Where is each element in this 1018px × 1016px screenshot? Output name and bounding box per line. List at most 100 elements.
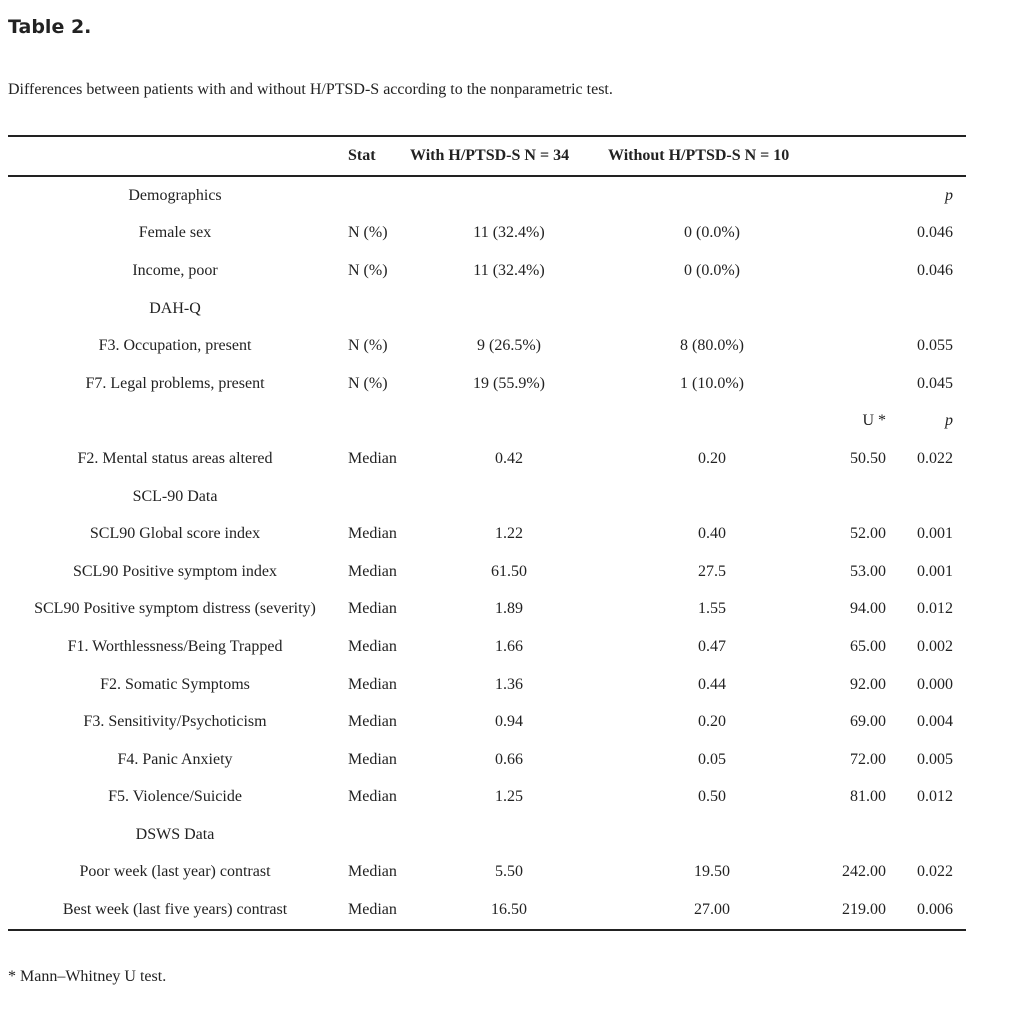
p-cell: 0.001 (917, 562, 953, 580)
with-cell: 1.22 (495, 525, 523, 543)
stat-cell: N (%) (348, 337, 388, 355)
without-cell: 0.47 (698, 637, 726, 655)
row-label: F3. Sensitivity/Psychoticism (83, 713, 267, 731)
p-cell: 0.002 (917, 637, 953, 655)
table-row: F5. Violence/Suicide Median 1.25 0.50 81.00 0… (8, 779, 966, 817)
p-cell: 0.000 (917, 675, 953, 693)
with-cell: 11 (32.4%) (473, 261, 545, 279)
stat-cell: Median (348, 525, 397, 543)
header-with: With H/PTSD-S N = 34 (410, 147, 570, 164)
row-label: DAH-Q (149, 299, 201, 317)
with-cell: 9 (26.5%) (477, 337, 541, 355)
stat-cell: N (%) (348, 374, 388, 392)
without-cell: 0.05 (698, 750, 726, 768)
p-cell: p (945, 186, 953, 204)
table-row: SCL90 Global score index Median 1.22 0.40 52… (8, 515, 966, 553)
row-label: SCL90 Positive symptom distress (severit… (34, 600, 316, 618)
table-row: SCL90 Positive symptom distress (severit… (8, 591, 966, 629)
header-without: Without H/PTSD-S N = 10 (608, 147, 790, 164)
row-label: Demographics (128, 186, 222, 204)
p-cell: 0.012 (917, 600, 953, 618)
row-label: SCL90 Positive symptom index (72, 562, 277, 580)
table-row: DSWS Data (8, 816, 966, 854)
p-cell: 0.022 (917, 449, 953, 467)
p-cell: 0.006 (917, 901, 953, 919)
row-label: Poor week (last year) contrast (79, 863, 271, 881)
p-cell: 0.012 (917, 788, 953, 806)
without-cell: 0 (0.0%) (684, 261, 740, 279)
stat-cell: Median (348, 675, 397, 693)
u-cell: 219.00 (842, 901, 886, 919)
u-cell: 92.00 (850, 675, 886, 693)
p-cell: 0.001 (917, 525, 953, 543)
without-cell: 0.50 (698, 788, 726, 806)
with-cell: 1.66 (495, 637, 523, 655)
table-row: Best week (last five years) contrast Medi… (8, 891, 966, 929)
stat-cell: Median (348, 600, 397, 618)
table-row: Poor week (last year) contrast Median 5.50… (8, 854, 966, 892)
without-cell: 1 (10.0%) (680, 374, 744, 392)
row-label: SCL90 Global score index (89, 525, 261, 543)
table-body: Demographics p Female sex N (%) 11 (32.4%) 0 … (8, 177, 966, 929)
u-cell: 53.00 (850, 562, 886, 580)
stat-cell: N (%) (348, 261, 388, 279)
p-cell: 0.055 (917, 337, 953, 355)
stat-cell: Median (348, 713, 397, 731)
with-cell: 1.25 (495, 788, 523, 806)
without-cell: 1.55 (698, 600, 726, 618)
u-cell: U * (862, 412, 886, 430)
table-row: Demographics p (8, 177, 966, 215)
u-cell: 69.00 (850, 713, 886, 731)
with-cell: 0.42 (495, 449, 523, 467)
without-cell: 0.20 (698, 449, 726, 467)
with-cell: 1.36 (495, 675, 523, 693)
header-stat: Stat (348, 147, 376, 164)
row-label: F2. Mental status areas altered (77, 449, 273, 467)
u-cell: 65.00 (850, 637, 886, 655)
without-cell: 0.20 (698, 713, 726, 731)
u-cell: 94.00 (850, 600, 886, 618)
without-cell: 0 (0.0%) (684, 224, 740, 242)
table-row: F7. Legal problems, present N (%) 19 (55.9… (8, 365, 966, 403)
u-cell: 81.00 (850, 788, 886, 806)
without-cell: 0.44 (698, 675, 726, 693)
data-table: Stat With H/PTSD-S N = 34 Without H/PTSD-S… (8, 135, 966, 931)
table-footnote: * Mann–Whitney U test. (8, 968, 167, 985)
table-caption: Differences between patients with and wi… (8, 81, 613, 98)
table-row: Female sex N (%) 11 (32.4%) 0 (0.0%) 0.046 (8, 215, 966, 253)
with-cell: 11 (32.4%) (473, 224, 545, 242)
row-label: Best week (last five years) contrast (62, 901, 288, 919)
stat-cell: Median (348, 863, 397, 881)
u-cell: 50.50 (850, 449, 886, 467)
with-cell: 5.50 (495, 863, 523, 881)
stat-cell: Median (348, 562, 397, 580)
without-cell: 19.50 (694, 863, 730, 881)
table-row: U * p (8, 403, 966, 441)
row-label: Income, poor (132, 261, 218, 279)
with-cell: 0.66 (495, 750, 523, 768)
u-cell: 242.00 (842, 863, 886, 881)
with-cell: 16.50 (491, 901, 527, 919)
table-title: Table 2. (8, 16, 92, 38)
stat-cell: Median (348, 449, 397, 467)
with-cell: 19 (55.9%) (473, 374, 545, 392)
row-label: F5. Violence/Suicide (108, 788, 242, 806)
without-cell: 0.40 (698, 525, 726, 543)
p-cell: 0.046 (917, 224, 953, 242)
table-row: F1. Worthlessness/Being Trapped Median 1.6… (8, 628, 966, 666)
table-row: Income, poor N (%) 11 (32.4%) 0 (0.0%) 0.046 (8, 252, 966, 290)
stat-cell: Median (348, 637, 397, 655)
table-row: F3. Occupation, present N (%) 9 (26.5%) 8 (… (8, 327, 966, 365)
row-label: F7. Legal problems, present (85, 374, 265, 392)
row-label: Female sex (138, 224, 212, 242)
without-cell: 27.5 (698, 562, 726, 580)
with-cell: 0.94 (495, 713, 523, 731)
table-row: SCL-90 Data (8, 478, 966, 516)
u-cell: 52.00 (850, 525, 886, 543)
row-label: F4. Panic Anxiety (117, 750, 233, 768)
table-row: SCL90 Positive symptom index Median 61.50 2… (8, 553, 966, 591)
row-label: F2. Somatic Symptoms (100, 675, 250, 693)
with-cell: 1.89 (495, 600, 523, 618)
without-cell: 27.00 (694, 901, 730, 919)
p-cell: p (945, 412, 953, 430)
